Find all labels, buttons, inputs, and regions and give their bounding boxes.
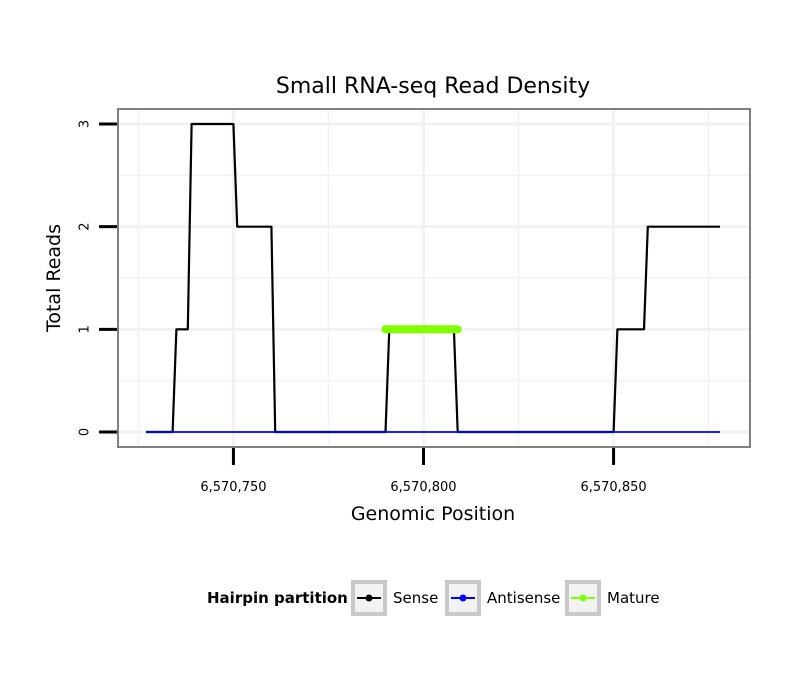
series-layer: [146, 122, 720, 434]
legend-label-mature: Mature: [607, 589, 660, 607]
legend: Hairpin partition Sense Antisense Mature: [207, 580, 660, 616]
x-axis-title: Genomic Position: [351, 503, 515, 525]
plot-panel: [117, 108, 751, 448]
y-tick-label: 2: [78, 223, 93, 231]
y-axis-title: Total Reads: [43, 224, 65, 333]
x-tick-label: 6,570,800: [390, 480, 456, 495]
y-tick-label: 3: [78, 120, 93, 128]
legend-title: Hairpin partition: [207, 589, 348, 607]
x-tick-label: 6,570,750: [200, 480, 266, 495]
legend-key-dot: [579, 594, 587, 602]
y-tick-label: 0: [78, 428, 93, 436]
chart-title: Small RNA-seq Read Density: [276, 74, 590, 99]
legend-items: Sense Antisense Mature: [351, 580, 660, 616]
legend-label-sense: Sense: [393, 589, 438, 607]
axes: 0 1 2 3 6,570,750 6,570,800 6,570,850: [78, 120, 647, 495]
legend-key-dot: [459, 594, 467, 602]
legend-key-dot: [365, 594, 373, 602]
x-tick-label: 6,570,850: [580, 480, 646, 495]
y-tick-label: 1: [78, 325, 93, 333]
legend-label-antisense: Antisense: [487, 589, 560, 607]
